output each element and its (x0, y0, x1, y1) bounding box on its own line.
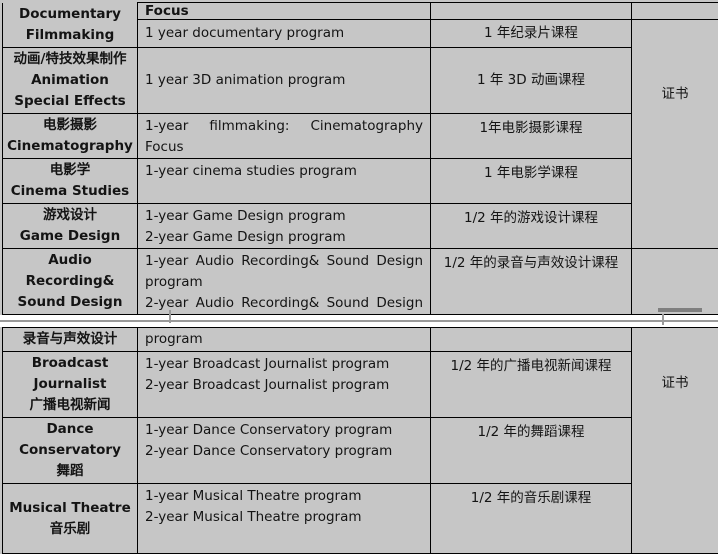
row-musical-theatre: Musical Theatre 音乐剧 1-year Musical Theat… (3, 484, 718, 554)
programs-table-segment-1: Documentary Filmmaking Focus 1 year docu… (2, 2, 718, 315)
description-line: program (145, 329, 423, 350)
description-line: Focus (145, 137, 423, 158)
program-name-line: 电影摄影 (5, 115, 135, 136)
program-name-line: Special Effects (5, 91, 135, 112)
description-cn-cell: 1 年 3D 动画课程 (431, 48, 632, 114)
description-line: 1-year cinema studies program (145, 161, 423, 182)
description-cn-cell: 1 年电影学课程 (431, 159, 632, 204)
description-line: 1-year filmmaking: Cinematography (145, 116, 423, 137)
column-guide-tick (662, 314, 664, 325)
description-cn-cell-empty (431, 3, 632, 20)
description-line: 2-year Dance Conservatory program (145, 441, 423, 462)
program-name-line: Animation (5, 70, 135, 91)
program-name-cell-musical: Musical Theatre 音乐剧 (3, 484, 138, 554)
program-name-line: 电影学 (5, 160, 135, 181)
certificate-label: 证书 (662, 86, 689, 102)
column-guide-tick (169, 310, 171, 323)
description-cell: Focus (138, 3, 431, 20)
program-name-line: Broadcast (5, 353, 135, 374)
program-name-line: 录音与声效设计 (5, 329, 135, 350)
page-break-line (0, 320, 718, 322)
description-cn-cell: 1/2 年的游戏设计课程 (431, 204, 632, 249)
program-name-line: Cinematography (5, 136, 135, 157)
row-animation-special-effects: 动画/特技效果制作 Animation Special Effects 1 ye… (3, 48, 718, 114)
row-broadcast-journalist: Broadcast Journalist 广播电视新闻 1-year Broad… (3, 352, 718, 418)
program-name-line: Conservatory (5, 440, 135, 461)
program-name-cell-broadcast: Broadcast Journalist 广播电视新闻 (3, 352, 138, 418)
description-cell: 1 year 3D animation program (138, 48, 431, 114)
program-name-cell-cinema-studies: 电影学 Cinema Studies (3, 159, 138, 204)
description-cell: 1-year Game Design program 2-year Game D… (138, 204, 431, 249)
description-cn-cell: 1/2 年的音乐剧课程 (431, 484, 632, 554)
row-cinematography: 电影摄影 Cinematography 1-year filmmaking: C… (3, 114, 718, 159)
description-cell: program (138, 328, 431, 352)
description-line: 1-year Dance Conservatory program (145, 420, 423, 441)
description-line: 2-year Musical Theatre program (145, 507, 423, 528)
description-line: 1-year Broadcast Journalist program (145, 354, 423, 375)
description-line: 1 year 3D animation program (145, 70, 423, 91)
description-cell: 1-year Broadcast Journalist program 2-ye… (138, 352, 431, 418)
program-name-line: 音乐剧 (5, 519, 135, 540)
certificate-cell: 证书 (632, 20, 718, 249)
table-handle-mark (658, 308, 702, 312)
certificate-cell: 证书 (632, 328, 718, 554)
program-name-line: Recording& (5, 271, 135, 292)
program-name-line: Audio (5, 250, 135, 271)
description-line: 1-year Audio Recording& Sound Design (145, 251, 423, 272)
document-page: { "colors": { "table_background": "#c6c6… (0, 2, 718, 509)
description-line: 1 year documentary program (145, 23, 423, 44)
program-name-line: Game Design (5, 226, 135, 247)
description-cn-cell: 1/2 年的广播电视新闻课程 (431, 352, 632, 418)
program-name-cell-audio: Audio Recording& Sound Design (3, 249, 138, 315)
certificate-label: 证书 (662, 375, 689, 391)
program-name-cell-dance: Dance Conservatory 舞蹈 (3, 418, 138, 484)
description-cn-cell: 1/2 年的录音与声效设计课程 (431, 249, 632, 315)
description-line: 1-year Musical Theatre program (145, 486, 423, 507)
program-name-line: Dance (5, 419, 135, 440)
program-name-cell-game-design: 游戏设计 Game Design (3, 204, 138, 249)
description-cn-cell-empty (431, 328, 632, 352)
description-cn-cell: 1/2 年的舞蹈课程 (431, 418, 632, 484)
description-line: 2-year Broadcast Journalist program (145, 375, 423, 396)
description-line: program (145, 272, 423, 293)
description-line: Focus (145, 4, 423, 19)
certificate-cell-empty (632, 3, 718, 20)
certificate-cell-empty (632, 249, 718, 315)
row-sound-design-continued: 录音与声效设计 program 证书 (3, 328, 718, 352)
program-name-line: Journalist (5, 374, 135, 395)
program-name-cell-cinematography: 电影摄影 Cinematography (3, 114, 138, 159)
description-cn-cell: 1年电影摄影课程 (431, 114, 632, 159)
row-cinema-studies: 电影学 Cinema Studies 1-year cinema studies… (3, 159, 718, 204)
description-cn-cell: 1 年纪录片课程 (431, 20, 632, 48)
description-cell: 1-year Audio Recording& Sound Design pro… (138, 249, 431, 315)
program-name-line: Cinema Studies (5, 181, 135, 202)
program-name-cell-sound-design-cn: 录音与声效设计 (3, 328, 138, 352)
program-name-line: Musical Theatre (5, 498, 135, 519)
description-line: 2-year Game Design program (145, 227, 423, 248)
program-name-cell-animation: 动画/特技效果制作 Animation Special Effects (3, 48, 138, 114)
row-dance-conservatory: Dance Conservatory 舞蹈 1-year Dance Conse… (3, 418, 718, 484)
description-cell: 1-year filmmaking: Cinematography Focus (138, 114, 431, 159)
program-name-line: 游戏设计 (5, 205, 135, 226)
description-cell: 1 year documentary program (138, 20, 431, 48)
description-cell: 1-year cinema studies program (138, 159, 431, 204)
row-audio-recording-sound-design: Audio Recording& Sound Design 1-year Aud… (3, 249, 718, 315)
program-name-line: 舞蹈 (5, 461, 135, 482)
program-name-line: Sound Design (5, 292, 135, 313)
description-line: 2-year Audio Recording& Sound Design (145, 293, 423, 314)
program-name-line: Documentary (5, 4, 135, 25)
program-name-cell-documentary: Documentary Filmmaking (3, 3, 138, 48)
description-line: 1-year Game Design program (145, 206, 423, 227)
description-cell: 1-year Dance Conservatory program 2-year… (138, 418, 431, 484)
program-name-line: Filmmaking (5, 25, 135, 46)
program-name-line: 广播电视新闻 (5, 395, 135, 416)
programs-table-segment-2: 录音与声效设计 program 证书 Broadcast Journalist … (2, 327, 718, 554)
row-documentary-focus: Documentary Filmmaking Focus (3, 3, 718, 20)
row-game-design: 游戏设计 Game Design 1-year Game Design prog… (3, 204, 718, 249)
program-name-line: 动画/特技效果制作 (5, 49, 135, 70)
description-cell: 1-year Musical Theatre program 2-year Mu… (138, 484, 431, 554)
page-break-gap (0, 315, 718, 327)
